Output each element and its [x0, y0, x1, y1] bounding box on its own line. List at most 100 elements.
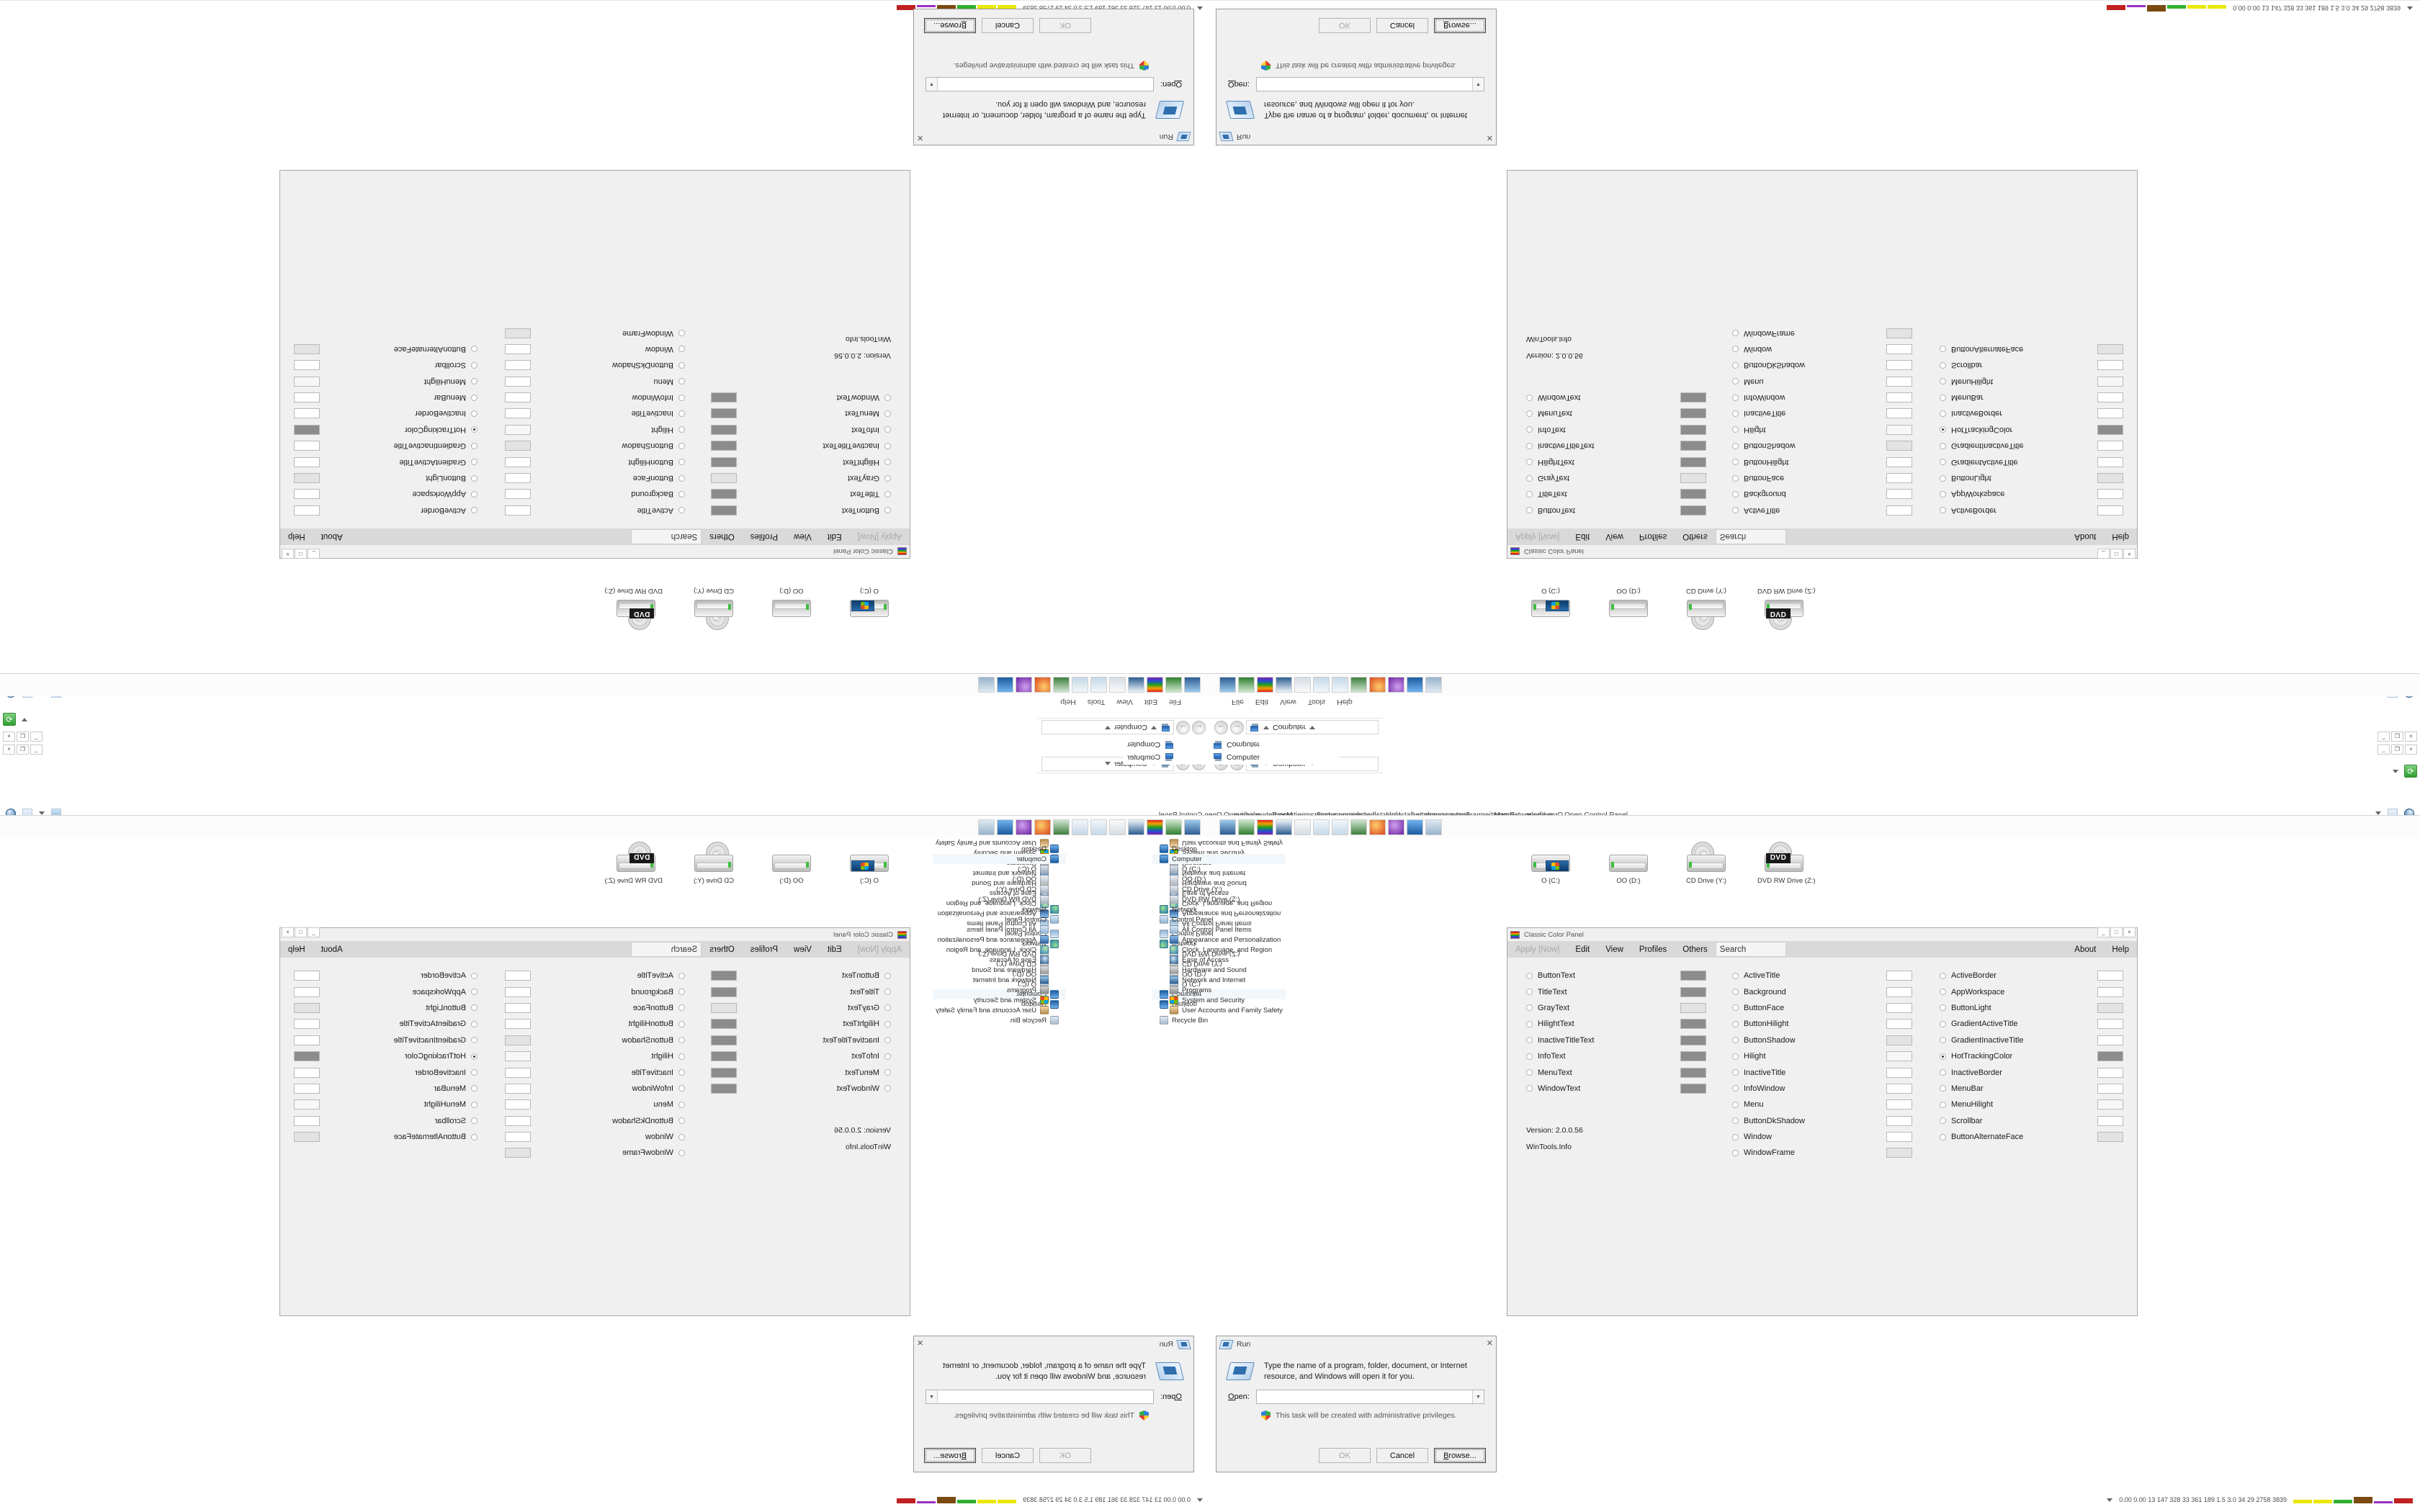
color-row[interactable]: Window	[505, 1129, 685, 1145]
calculator-icon[interactable]	[1238, 819, 1255, 835]
chevron-up-icon[interactable]	[2407, 6, 2413, 10]
radio-buttonshadow[interactable]	[1732, 1037, 1739, 1044]
search-input[interactable]: Search	[631, 529, 702, 544]
color-swatch[interactable]	[505, 1035, 531, 1045]
classic-color-panel[interactable]: Classic Color Panel _ □ × Apply [Now] Ed…	[279, 170, 910, 559]
color-swatch[interactable]	[294, 456, 320, 467]
color-swatch[interactable]	[1886, 1099, 1912, 1110]
color-row[interactable]: Menu	[1732, 1097, 1912, 1112]
text-doc-icon[interactable]	[1294, 677, 1311, 693]
tree-item[interactable]: DVD RW Drive (Z:)	[1152, 894, 1286, 904]
color-row[interactable]: ButtonHilight	[1732, 1016, 1912, 1032]
run-dialog[interactable]: Run ✕ Type the name of a program, folder, …	[1216, 1336, 1497, 1472]
radio-windowtext[interactable]	[1526, 394, 1533, 401]
color-row[interactable]: GradientInactiveTitle	[1940, 1032, 2123, 1048]
radio-hottrackingcolor[interactable]	[1940, 1053, 1946, 1060]
radio-buttonlight[interactable]	[1940, 474, 1946, 482]
color-row[interactable]: ActiveBorder	[294, 968, 478, 984]
chevron-down-icon[interactable]: ▼	[926, 1390, 938, 1403]
search-input[interactable]: Search	[631, 942, 702, 957]
color-swatch[interactable]	[711, 441, 737, 451]
color-swatch[interactable]	[2097, 408, 2123, 419]
maximize-button[interactable]: □	[295, 927, 307, 937]
navigation-bar[interactable]: ←→ Computer	[1037, 718, 1210, 737]
radio-scrollbar[interactable]	[471, 361, 478, 369]
color-row[interactable]: InactiveBorder	[1940, 405, 2123, 421]
drive-item[interactable]: DVD DVD RW Drive (Z:)	[1757, 587, 1816, 630]
tree-item[interactable]: CD Drive (Y:)	[933, 884, 1066, 894]
color-swatch[interactable]	[1886, 376, 1912, 387]
color-swatch[interactable]	[294, 1083, 320, 1094]
drive-icons-row-bottom-right[interactable]: O (C:) OO (D:) CD Drive (Y:) DVD DVD RW Driv…	[1505, 832, 1816, 885]
menu-help[interactable]: Help	[1337, 698, 1353, 706]
menu-edit[interactable]: Edit	[1144, 698, 1158, 706]
taskbar-buttons[interactable]	[1219, 819, 1442, 835]
radio-infotext[interactable]	[1526, 1053, 1533, 1060]
radio-buttonalternateface[interactable]	[471, 346, 478, 353]
radio-buttonlight[interactable]	[471, 474, 478, 482]
color-row[interactable]: GradientInactiveTitle	[294, 438, 478, 454]
radio-infotext[interactable]	[884, 426, 891, 433]
radio-background[interactable]	[1732, 989, 1739, 996]
color-row[interactable]: InfoWindow	[505, 390, 685, 405]
color-swatch[interactable]	[505, 1019, 531, 1030]
tree-item[interactable]: Network and Internet	[933, 975, 1066, 985]
color-row[interactable]: HotTrackingColor	[294, 422, 478, 438]
color-swatch[interactable]	[505, 473, 531, 484]
tree-item[interactable]: Appearance and Personalization	[933, 935, 1066, 945]
ok-button[interactable]: OK	[1039, 18, 1091, 33]
color-row[interactable]: ButtonShadow	[1732, 438, 1912, 454]
color-swatch[interactable]	[2097, 392, 2123, 403]
color-swatch[interactable]	[1680, 505, 1706, 516]
chevron-down-icon[interactable]: ▼	[1472, 1390, 1484, 1403]
tree-item[interactable]: Network	[1152, 904, 1286, 914]
color-row[interactable]: WindowFrame	[1732, 325, 1912, 341]
menu-others[interactable]: Others	[709, 532, 735, 541]
color-swatch[interactable]	[711, 408, 737, 419]
drive-list[interactable]: O (C:) OO (D:) CD Drive (Y:) DVD DVD RW Driv…	[604, 832, 915, 885]
tree-item[interactable]: Ease of Access	[933, 955, 1066, 965]
drive-item[interactable]: DVD DVD RW Drive (Z:)	[604, 842, 663, 885]
color-row[interactable]: InactiveTitle	[1732, 1064, 1912, 1080]
tree-item[interactable]: OO (D:)	[933, 874, 1066, 884]
color-swatch[interactable]	[1886, 456, 1912, 467]
color-row[interactable]: HotTrackingColor	[1940, 1048, 2123, 1064]
radio-menutext[interactable]	[1526, 1069, 1533, 1076]
color-row[interactable]: GrayText	[711, 1000, 891, 1016]
tree-item[interactable]: Control Panel	[1152, 914, 1286, 924]
color-row[interactable]: GradientInactiveTitle	[1940, 438, 2123, 454]
radio-graytext[interactable]	[1526, 1004, 1533, 1012]
address-bar[interactable]: Computer	[1246, 720, 1379, 735]
color-row[interactable]: InactiveTitle	[505, 1064, 685, 1080]
menu-profiles[interactable]: Profiles	[750, 945, 779, 954]
color-row[interactable]: Background	[1732, 984, 1912, 999]
run-dialog[interactable]: Run ✕ Type the name of a program, folder, …	[1216, 9, 1497, 145]
radio-gradientactivetitle[interactable]	[471, 1020, 478, 1027]
color-swatch[interactable]	[2097, 1083, 2123, 1094]
color-swatch[interactable]	[2097, 424, 2123, 435]
radio-gradientactivetitle[interactable]	[471, 459, 478, 466]
drive-icons-row-top-right[interactable]: O (C:) OO (D:) CD Drive (Y:) DVD DVD RW Driv…	[1505, 587, 1816, 640]
tree-item[interactable]: DVD RW Drive (Z:)	[933, 894, 1066, 904]
radio-gradientactivetitle[interactable]	[1940, 459, 1946, 466]
drive-item[interactable]: OO (D:)	[1602, 842, 1655, 885]
window-controls-left-bottom[interactable]: × ❐ _	[3, 744, 42, 755]
color-row[interactable]: InfoText	[1526, 422, 1706, 438]
menu-about[interactable]: About	[321, 532, 343, 541]
color-swatch[interactable]	[294, 1019, 320, 1030]
color-row[interactable]: ButtonLight	[294, 470, 478, 486]
window-controls-right-bottom[interactable]: _ ❐ ×	[2378, 744, 2417, 755]
color-row[interactable]: Scrollbar	[1940, 357, 2123, 373]
radio-buttontext[interactable]	[884, 507, 891, 514]
chevron-up-icon[interactable]	[22, 717, 27, 721]
chevron-down-icon[interactable]: ▼	[1472, 78, 1484, 91]
menu-about[interactable]: About	[321, 945, 343, 954]
radio-appworkspace[interactable]	[471, 989, 478, 996]
firefox-purple-icon[interactable]	[1388, 677, 1404, 693]
color-row[interactable]: ButtonText	[1526, 968, 1706, 984]
color-swatch[interactable]	[1886, 1083, 1912, 1094]
tree-item[interactable]: Clock, Language, and Region	[1152, 945, 1286, 955]
color-row[interactable]: ButtonLight	[1940, 1000, 2123, 1016]
radio-inactivetitletext[interactable]	[884, 442, 891, 449]
